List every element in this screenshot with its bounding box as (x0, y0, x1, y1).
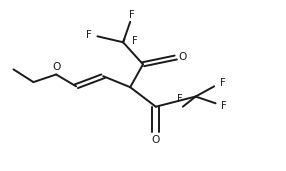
Text: O: O (179, 52, 187, 62)
Text: O: O (52, 62, 60, 72)
Text: F: F (129, 10, 134, 20)
Text: F: F (86, 30, 92, 41)
Text: O: O (152, 135, 160, 145)
Text: F: F (221, 101, 227, 111)
Text: F: F (220, 78, 226, 88)
Text: F: F (132, 36, 137, 46)
Text: F: F (177, 94, 183, 104)
